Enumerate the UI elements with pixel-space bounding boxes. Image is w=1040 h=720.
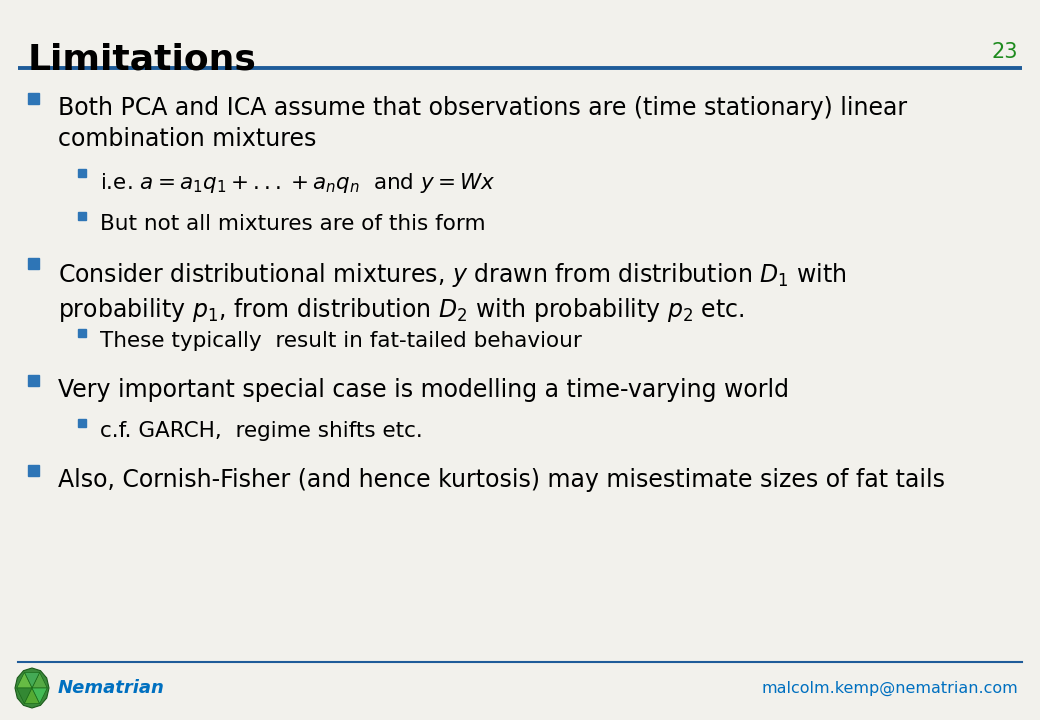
Bar [78, 169, 86, 177]
Polygon shape [17, 672, 32, 688]
Bar [78, 212, 86, 220]
Polygon shape [15, 668, 49, 708]
Text: 23: 23 [991, 42, 1018, 62]
Text: But not all mixtures are of this form: But not all mixtures are of this form [100, 214, 486, 234]
Polygon shape [24, 672, 40, 688]
Text: Limitations: Limitations [28, 42, 257, 76]
Polygon shape [24, 688, 40, 703]
Bar [78, 419, 86, 427]
Text: Both PCA and ICA assume that observations are (time stationary) linear
combinati: Both PCA and ICA assume that observation… [58, 96, 907, 150]
Text: malcolm.kemp@nematrian.com: malcolm.kemp@nematrian.com [761, 680, 1018, 696]
Polygon shape [32, 688, 47, 703]
Bar [27, 374, 38, 385]
Bar [78, 329, 86, 337]
Text: These typically  result in fat-tailed behaviour: These typically result in fat-tailed beh… [100, 331, 581, 351]
Text: c.f. GARCH,  regime shifts etc.: c.f. GARCH, regime shifts etc. [100, 421, 422, 441]
Bar [27, 258, 38, 269]
Polygon shape [32, 672, 47, 688]
Text: Also, Cornish-Fisher (and hence kurtosis) may misestimate sizes of fat tails: Also, Cornish-Fisher (and hence kurtosis… [58, 468, 945, 492]
Bar [27, 464, 38, 475]
Polygon shape [17, 688, 32, 703]
Text: Nematrian: Nematrian [58, 679, 165, 697]
Text: Consider distributional mixtures, $y$ drawn from distribution $D_1$ with
probabi: Consider distributional mixtures, $y$ dr… [58, 261, 847, 324]
Text: i.e. $a = a_1q_1 + ... + a_nq_n$  and $y = Wx$: i.e. $a = a_1q_1 + ... + a_nq_n$ and $y … [100, 171, 496, 195]
Bar [27, 92, 38, 104]
Text: Very important special case is modelling a time-varying world: Very important special case is modelling… [58, 378, 789, 402]
